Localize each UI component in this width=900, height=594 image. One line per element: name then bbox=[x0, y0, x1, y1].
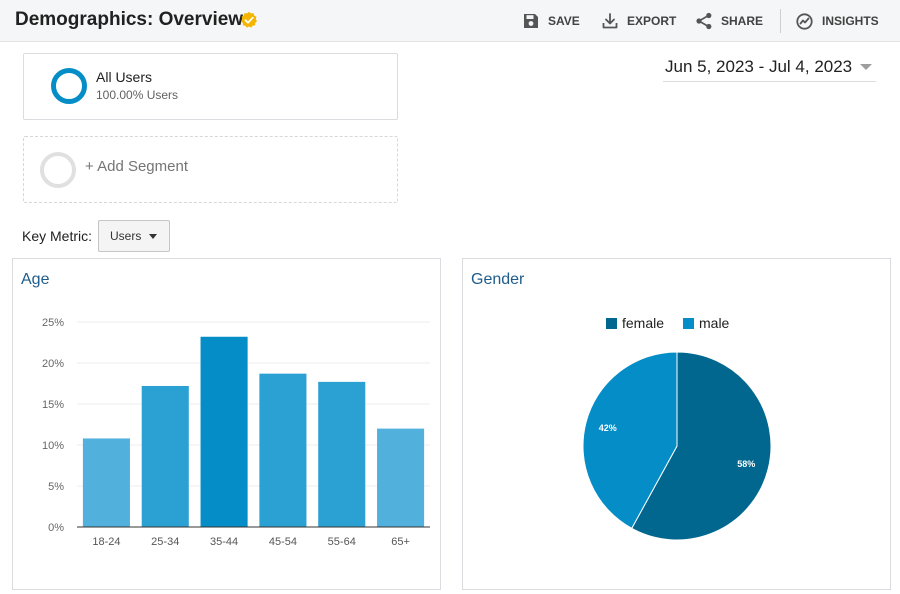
key-metric-value: Users bbox=[110, 229, 142, 243]
pie-slice-male[interactable] bbox=[582, 351, 678, 530]
chevron-down-icon bbox=[149, 234, 157, 239]
save-button[interactable]: SAVE bbox=[522, 11, 580, 31]
segment-all-users[interactable]: All Users 100.00% Users bbox=[23, 53, 398, 120]
share-label: SHARE bbox=[721, 14, 764, 28]
x-tick-label: 55-64 bbox=[328, 536, 356, 548]
y-tick-label: 15% bbox=[42, 399, 64, 411]
x-tick-label: 45-54 bbox=[269, 536, 297, 548]
share-icon bbox=[696, 12, 712, 30]
legend-swatch bbox=[606, 318, 617, 329]
y-tick-label: 10% bbox=[42, 440, 64, 452]
key-metric-label: Key Metric: bbox=[22, 228, 93, 244]
share-button[interactable]: SHARE bbox=[695, 11, 763, 31]
x-tick-label: 65+ bbox=[391, 536, 410, 548]
pie-slice-female[interactable] bbox=[631, 351, 772, 541]
date-range-text: Jun 5, 2023 - Jul 4, 2023 bbox=[665, 57, 853, 76]
age-panel-title: Age bbox=[21, 271, 50, 288]
insights-label: INSIGHTS bbox=[822, 14, 879, 28]
legend-swatch bbox=[683, 318, 694, 329]
age-bar-18-24[interactable] bbox=[82, 438, 130, 527]
insights-button[interactable]: INSIGHTS bbox=[795, 11, 879, 31]
x-tick-label: 25-34 bbox=[151, 536, 179, 548]
legend-label: male bbox=[699, 315, 730, 331]
date-range-picker[interactable]: Jun 5, 2023 - Jul 4, 2023 bbox=[663, 54, 876, 82]
pie-slice-label: 42% bbox=[599, 423, 617, 433]
gender-pie-chart: 58% 42% female male bbox=[582, 315, 772, 541]
export-icon bbox=[602, 13, 618, 29]
y-tick-label: 0% bbox=[48, 522, 64, 534]
page-title: Demographics: Overview bbox=[15, 9, 244, 30]
y-tick-label: 25% bbox=[42, 317, 64, 329]
page-header: Demographics: Overview SAVE EXPORT SHARE bbox=[0, 0, 900, 42]
toolbar-divider bbox=[780, 9, 781, 33]
export-button[interactable]: EXPORT bbox=[601, 11, 676, 31]
age-bar-65+[interactable] bbox=[377, 428, 425, 527]
gender-panel-title: Gender bbox=[471, 271, 525, 288]
insights-icon bbox=[796, 12, 813, 30]
chevron-down-icon bbox=[860, 64, 872, 70]
add-segment-button[interactable]: + Add Segment bbox=[23, 136, 398, 203]
y-tick-label: 5% bbox=[48, 481, 64, 493]
add-segment-label: + Add Segment bbox=[85, 158, 188, 175]
export-label: EXPORT bbox=[627, 14, 677, 28]
age-bar-35-44[interactable] bbox=[200, 336, 248, 527]
age-bar-25-34[interactable] bbox=[141, 385, 189, 527]
pie-slice-label: 58% bbox=[737, 459, 755, 469]
key-metric-select[interactable]: Users bbox=[98, 220, 170, 252]
save-icon bbox=[524, 14, 538, 28]
segment-subtitle: 100.00% Users bbox=[96, 88, 179, 102]
x-tick-label: 18-24 bbox=[92, 536, 120, 548]
age-bar-45-54[interactable] bbox=[259, 373, 307, 527]
y-tick-label: 20% bbox=[42, 358, 64, 370]
segment-name: All Users bbox=[96, 69, 153, 85]
age-bar-chart: 0% 5% 10% 15% 20% 25% 18-24 25-34 35-44 45-54 55-6… bbox=[42, 317, 430, 548]
save-label: SAVE bbox=[548, 14, 580, 28]
verified-badge-icon bbox=[240, 11, 258, 28]
x-tick-label: 35-44 bbox=[210, 536, 238, 548]
age-bar-55-64[interactable] bbox=[318, 381, 366, 527]
empty-segment-ring-icon bbox=[40, 152, 76, 188]
age-panel: 0% 5% 10% 15% 20% 25% 18-24 25-34 35-44 45-54 55-6… bbox=[12, 258, 441, 590]
legend-label: female bbox=[622, 315, 664, 331]
segment-ring-icon bbox=[51, 68, 87, 104]
gender-panel: 58% 42% female male Gender bbox=[462, 258, 891, 590]
